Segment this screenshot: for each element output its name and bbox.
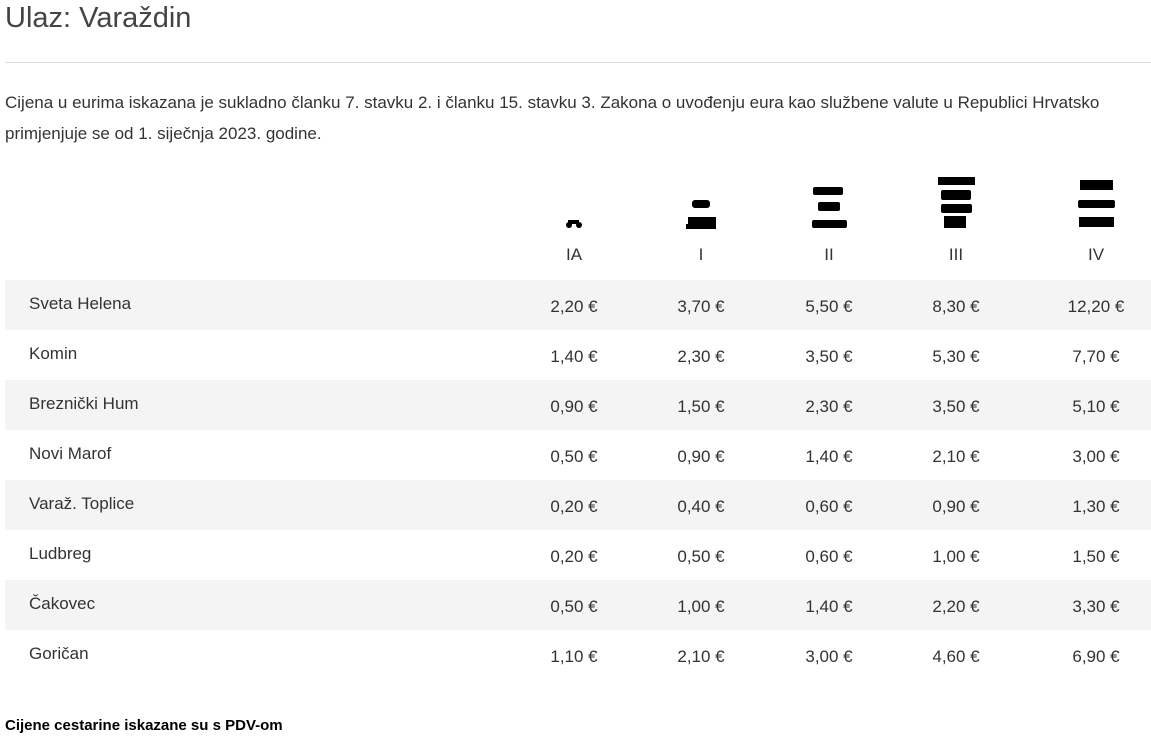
divider bbox=[5, 62, 1151, 63]
price-cell: 5,30 € bbox=[932, 347, 980, 366]
price-cell: 0,90 € bbox=[677, 447, 725, 466]
price-cell: 1,40 € bbox=[550, 347, 598, 366]
price-cell: 0,50 € bbox=[677, 547, 725, 566]
price-cell: 1,30 € bbox=[1072, 497, 1120, 516]
table-row: Čakovec 0,50 € 1,00 € 1,40 € 2,20 € 3,30 € bbox=[5, 580, 1151, 630]
table-row: Breznički Hum 0,90 € 1,50 € 2,30 € 3,50 € 5,1… bbox=[5, 380, 1151, 430]
price-cell: 2,30 € bbox=[805, 397, 853, 416]
price-cell: 3,00 € bbox=[1072, 447, 1120, 466]
table-row: Sveta Helena 2,20 € 3,70 € 5,50 € 8,30 € 12,2… bbox=[5, 280, 1151, 330]
table-row: Komin 1,40 € 2,30 € 3,50 € 5,30 € 7,70 € bbox=[5, 330, 1151, 380]
price-cell: 1,40 € bbox=[805, 447, 853, 466]
column-header: IV bbox=[1087, 245, 1105, 264]
station-name: Breznički Hum bbox=[29, 394, 139, 413]
icon-ia bbox=[566, 220, 582, 228]
price-cell: 2,30 € bbox=[677, 347, 725, 366]
station-name: Ludbreg bbox=[29, 544, 92, 563]
price-cell: 2,20 € bbox=[932, 597, 980, 616]
price-cell: 5,50 € bbox=[805, 297, 853, 316]
price-cell: 0,50 € bbox=[550, 447, 598, 466]
vehicle-icons bbox=[566, 177, 1115, 229]
station-name: Sveta Helena bbox=[29, 294, 132, 313]
table-row: Ludbreg 0,20 € 0,50 € 0,60 € 1,00 € 1,50 € bbox=[5, 530, 1151, 580]
page-title: Ulaz: Varaždin bbox=[5, 2, 192, 34]
column-header: II bbox=[824, 245, 834, 264]
price-cell: 1,00 € bbox=[677, 597, 725, 616]
table-row: Novi Marof 0,50 € 0,90 € 1,40 € 2,10 € 3,00 € bbox=[5, 430, 1151, 480]
note-line: Cijena u eurima iskazana je sukladno čla… bbox=[5, 93, 1100, 112]
price-cell: 0,40 € bbox=[677, 497, 725, 516]
table-row: Goričan 1,10 € 2,10 € 3,00 € 4,60 € 6,90 € bbox=[5, 630, 1151, 680]
price-cell: 0,60 € bbox=[805, 497, 853, 516]
price-cell: 0,20 € bbox=[550, 497, 598, 516]
price-cell: 3,50 € bbox=[805, 347, 853, 366]
price-cell: 1,50 € bbox=[1072, 547, 1120, 566]
station-name: Varaž. Toplice bbox=[29, 494, 135, 513]
price-cell: 7,70 € bbox=[1072, 347, 1120, 366]
station-name: Komin bbox=[29, 344, 78, 363]
price-cell: 2,10 € bbox=[932, 447, 980, 466]
icon-ii bbox=[812, 187, 847, 228]
price-cell: 3,70 € bbox=[677, 297, 725, 316]
price-cell: 0,60 € bbox=[805, 547, 853, 566]
price-cell: 8,30 € bbox=[932, 297, 980, 316]
price-cell: 1,40 € bbox=[805, 597, 853, 616]
price-cell: 3,50 € bbox=[932, 397, 980, 416]
price-cell: 0,90 € bbox=[932, 497, 980, 516]
price-cell: 12,20 € bbox=[1067, 297, 1125, 316]
column-header: I bbox=[698, 245, 704, 264]
station-name: Novi Marof bbox=[29, 444, 112, 463]
icon-iii bbox=[938, 177, 975, 228]
footer-note: Cijene cestarine iskazane su s PDV-om bbox=[5, 717, 283, 734]
price-cell: 2,10 € bbox=[677, 647, 725, 666]
price-cell: 4,60 € bbox=[932, 647, 980, 666]
price-cell: 1,10 € bbox=[550, 647, 598, 666]
note-line: primjenjuje se od 1. siječnja 2023. godi… bbox=[5, 124, 322, 143]
station-name: Čakovec bbox=[29, 594, 96, 613]
price-cell: 2,20 € bbox=[550, 297, 598, 316]
price-cell: 6,90 € bbox=[1072, 647, 1120, 666]
icon-iv bbox=[1078, 180, 1115, 227]
icon-i bbox=[686, 200, 716, 229]
station-name: Goričan bbox=[29, 644, 89, 663]
column-header: III bbox=[948, 245, 964, 264]
table-row: Varaž. Toplice 0,20 € 0,40 € 0,60 € 0,90 € 1,… bbox=[5, 480, 1151, 530]
price-cell: 0,50 € bbox=[550, 597, 598, 616]
column-header: IA bbox=[565, 245, 583, 264]
price-cell: 1,00 € bbox=[932, 547, 980, 566]
price-cell: 3,30 € bbox=[1072, 597, 1120, 616]
price-cell: 0,90 € bbox=[550, 397, 598, 416]
price-cell: 5,10 € bbox=[1072, 397, 1120, 416]
price-cell: 0,20 € bbox=[550, 547, 598, 566]
price-cell: 3,00 € bbox=[805, 647, 853, 666]
price-cell: 1,50 € bbox=[677, 397, 725, 416]
